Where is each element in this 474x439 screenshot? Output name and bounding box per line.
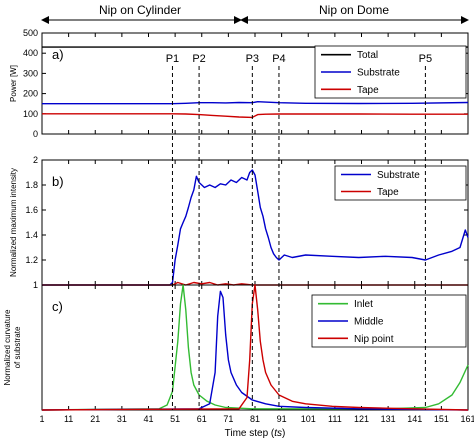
series-line-middle	[41, 290, 469, 411]
legend: Total Substrate Tape	[314, 45, 467, 99]
x-axis-label-prefix: Time step (	[225, 428, 275, 439]
series-line-substrate	[42, 169, 469, 286]
x-tick-label: 121	[354, 414, 369, 424]
header-left-label: Nip on Cylinder	[99, 3, 181, 17]
marker-label-p3: P3	[246, 53, 259, 65]
x-tick-label: 51	[170, 414, 180, 424]
marker-label-p4: P4	[272, 53, 285, 65]
y-tick-label: 2	[33, 155, 38, 165]
x-tick-label: 71	[223, 414, 233, 424]
panel-1: 0 100 200 300 400 500 Power [W] a) Total Substrat…	[9, 28, 469, 139]
marker-label-p5: P5	[419, 53, 432, 65]
x-axis-label-italic: ts	[274, 428, 282, 439]
panels: 0 100 200 300 400 500 Power [W] a) Total Substrat…	[3, 28, 469, 411]
y-tick-label: 100	[23, 109, 38, 119]
x-tick-label: 91	[277, 414, 287, 424]
header-right-label: Nip on Dome	[319, 3, 389, 17]
y-tick-label: 1.2	[25, 255, 38, 265]
series-line-tape	[42, 113, 468, 119]
y-tick-label: 1.4	[25, 230, 38, 240]
y-axis-label-line2: of substrate	[13, 326, 22, 368]
x-axis-label-suffix: )	[282, 428, 285, 439]
x-axis: 1 11 21 31 41 51 61 71 81 91 101 111 121 131 141 151 161…	[39, 414, 474, 439]
header-annotation: Nip on Cylinder Nip on Dome	[41, 3, 469, 24]
x-tick-label: 111	[328, 414, 342, 424]
x-axis-label: Time step (ts)	[225, 428, 286, 439]
x-tick-label: 21	[90, 414, 100, 424]
legend-entry: Total	[357, 50, 378, 61]
x-tick-label: 1	[39, 414, 44, 424]
y-axis-label: Normalized maximum intensity	[9, 168, 18, 277]
y-axis-label: Power [W]	[9, 65, 18, 102]
x-tick-label: 31	[117, 414, 127, 424]
legend-entry: Nip point	[354, 334, 394, 345]
panel-2: 1 1.2 1.4 1.6 1.8 2 Normalized maximum intensi…	[9, 155, 469, 290]
x-tick-label: 41	[143, 414, 153, 424]
series-line-nip-point	[41, 284, 469, 411]
x-tick-label: 11	[64, 414, 73, 424]
legend-entry: Tape	[357, 85, 379, 96]
panel-label: b)	[52, 174, 64, 189]
legend-entry: Inlet	[354, 299, 373, 310]
panel-3: Normalized curvature of substrate c) Inlet M…	[3, 284, 469, 411]
y-tick-label: 1.6	[25, 205, 38, 215]
y-tick-label: 1.8	[25, 180, 38, 190]
x-tick-label: 81	[250, 414, 260, 424]
legend-entry: Substrate	[377, 170, 420, 181]
x-tick-label: 151	[434, 414, 449, 424]
x-tick-label: 131	[381, 414, 396, 424]
y-tick-label: 0	[33, 129, 38, 139]
y-tick-label: 300	[23, 68, 38, 78]
y-tick-label: 500	[23, 28, 38, 38]
panel-label: a)	[52, 47, 64, 62]
legend: Inlet Middle Nip point	[311, 294, 467, 348]
legend-box	[334, 165, 467, 201]
marker-label-p2: P2	[192, 53, 205, 65]
y-axis-label-line1: Normalized curvature	[3, 309, 12, 386]
x-tick-label: 61	[197, 414, 207, 424]
phase-markers: P1 P2 P3 P4 P5	[166, 53, 432, 410]
x-tick-label: 101	[301, 414, 316, 424]
y-tick-label: 200	[23, 89, 38, 99]
legend: Substrate Tape	[334, 165, 467, 201]
series-line-substrate	[42, 100, 469, 105]
x-tick-label: 141	[407, 414, 422, 424]
panel-label: c)	[52, 299, 63, 314]
x-tick-label: 161	[460, 414, 474, 424]
y-tick-label: 400	[23, 48, 38, 58]
legend-entry: Substrate	[357, 68, 400, 79]
legend-entry: Middle	[354, 317, 384, 328]
y-tick-label: 1	[33, 280, 38, 290]
legend-entry: Tape	[377, 187, 399, 198]
marker-label-p1: P1	[166, 53, 179, 65]
